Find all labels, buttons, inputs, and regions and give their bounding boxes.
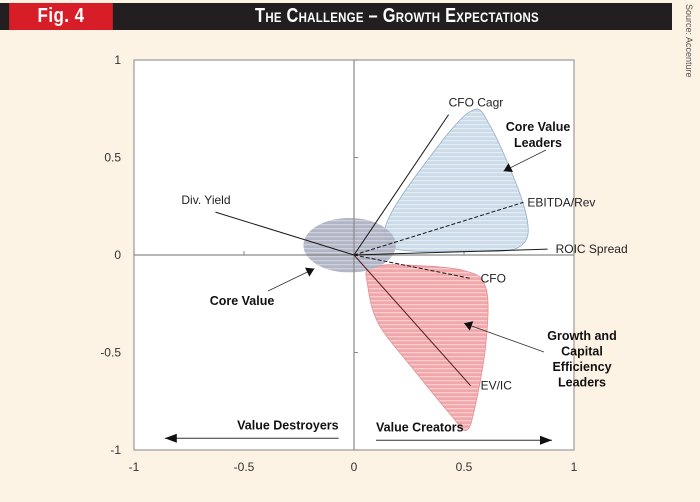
annotation-value-creators: Value Creators bbox=[376, 420, 464, 434]
pointer-arrowhead-core-value-leaders bbox=[503, 163, 513, 173]
group-label-core-value: Core Value bbox=[210, 294, 275, 308]
vector-label-ev-ic: EV/IC bbox=[481, 379, 513, 393]
vector-ev-ic bbox=[353, 254, 471, 386]
pointer-arrowhead-core-value bbox=[305, 267, 315, 277]
x-tick-label: 0.5 bbox=[456, 460, 473, 474]
figure-number-label: Fig. 4 bbox=[9, 3, 113, 30]
pointer-line-core-value bbox=[267, 268, 315, 292]
y-tick-label: 1 bbox=[114, 53, 121, 67]
arrowhead-value-destroyers bbox=[164, 433, 177, 443]
x-tick-label: 0 bbox=[351, 460, 358, 474]
y-tick-label: 0.5 bbox=[104, 151, 121, 165]
group-label-core-value-leaders: Leaders bbox=[514, 136, 562, 150]
source-credit: Source: Accenture bbox=[684, 4, 694, 78]
vector-label-cfo: CFO bbox=[481, 271, 506, 285]
pointer-arrowhead-growth-and-capital-efficiency-leaders bbox=[464, 321, 474, 331]
pointer-line-growth-and-capital-efficiency-leaders bbox=[463, 322, 545, 353]
vector-cfo-cagr bbox=[353, 114, 450, 256]
group-label-growth-and-capital-efficiency-leaders: Growth and bbox=[547, 329, 616, 343]
y-tick-label: -0.5 bbox=[100, 346, 121, 360]
vector-label-ebitda-rev: EBITDA/Rev bbox=[527, 195, 595, 209]
region-core-value bbox=[303, 217, 396, 273]
vector-label-cfo-cagr: CFO Cagr bbox=[449, 96, 504, 110]
group-label-core-value-leaders: Core Value bbox=[506, 120, 571, 134]
x-tick-label: -0.5 bbox=[234, 460, 255, 474]
vector-ebitda-rev bbox=[353, 201, 524, 256]
vector-div-yield bbox=[215, 211, 355, 256]
vector-roic-spread bbox=[353, 248, 548, 256]
figure-header: Fig. 4 The Challenge – Growth Expectatio… bbox=[0, 3, 672, 30]
vector-label-roic-spread: ROIC Spread bbox=[556, 242, 628, 256]
vector-cfo bbox=[353, 254, 471, 279]
group-label-growth-and-capital-efficiency-leaders: Capital bbox=[561, 345, 603, 359]
y-tick-label: -1 bbox=[110, 443, 121, 457]
group-label-growth-and-capital-efficiency-leaders: Efficiency bbox=[552, 360, 611, 374]
x-tick-label: 1 bbox=[571, 460, 578, 474]
y-tick-label: 0 bbox=[114, 248, 121, 262]
annotation-value-destroyers: Value Destroyers bbox=[237, 418, 338, 432]
figure-title: The Challenge – Growth Expectations bbox=[255, 5, 539, 27]
arrowhead-value-creators bbox=[540, 435, 552, 445]
vector-label-div-yield: Div. Yield bbox=[181, 193, 230, 207]
group-label-growth-and-capital-efficiency-leaders: Leaders bbox=[558, 376, 606, 390]
x-tick-label: -1 bbox=[129, 460, 140, 474]
region-core-value-leaders bbox=[384, 108, 529, 253]
region-growth-and-capital-efficiency-leaders bbox=[365, 264, 489, 432]
